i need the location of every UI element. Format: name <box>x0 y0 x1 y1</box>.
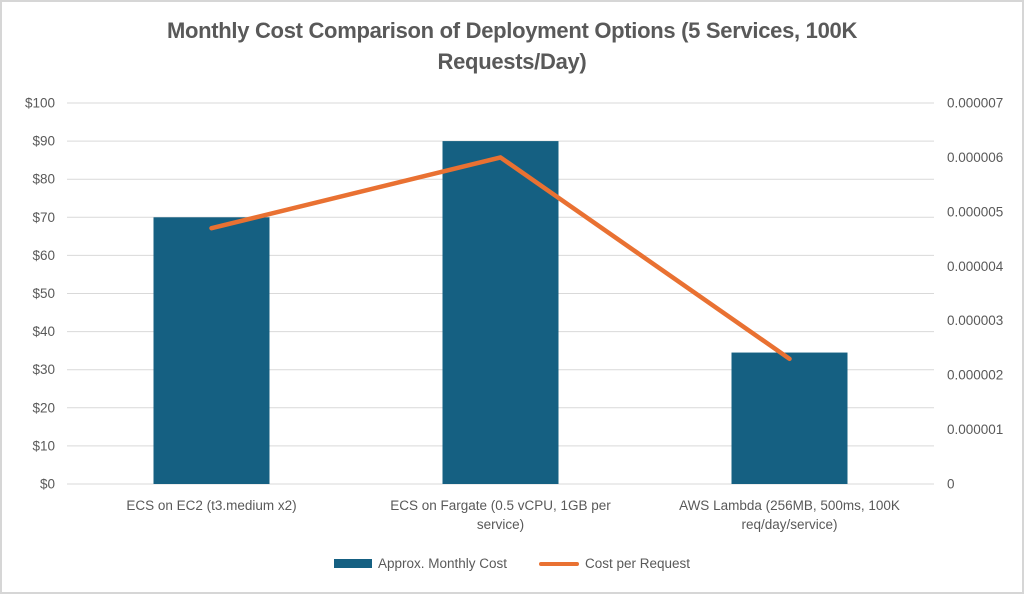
left-axis-tick-label: $40 <box>32 324 55 339</box>
left-axis-tick-label: $20 <box>32 400 55 415</box>
legend-item-monthly-cost: Approx. Monthly Cost <box>333 556 507 571</box>
chart-title: Monthly Cost Comparison of Deployment Op… <box>166 18 858 74</box>
left-axis-tick-label: $50 <box>32 286 55 301</box>
bar-1 <box>442 141 559 484</box>
right-axis-tick-label: 0 <box>947 477 955 492</box>
legend: Approx. Monthly Cost Cost per Request <box>2 556 1022 571</box>
legend-bar-swatch <box>333 559 372 568</box>
right-axis-tick-label: 0.000007 <box>947 96 1003 111</box>
left-axis-tick-label: $30 <box>32 362 55 377</box>
left-axis-tick-label: $60 <box>32 248 55 263</box>
cost-per-request-line <box>209 155 792 362</box>
bar-0 <box>153 217 270 485</box>
legend-label-cost-per-request: Cost per Request <box>585 556 691 571</box>
left-axis-tick-label: $80 <box>32 172 55 187</box>
left-axis-tick-label: $10 <box>32 438 55 453</box>
right-axis-tick-label: 0.000005 <box>947 204 1003 219</box>
x-axis-category-label-0: ECS on EC2 (t3.medium x2) <box>126 498 297 513</box>
bar-2 <box>731 352 848 484</box>
legend-label-monthly-cost: Approx. Monthly Cost <box>377 556 507 571</box>
right-axis-tick-label: 0.000001 <box>947 422 1003 437</box>
legend-line-swatch <box>539 561 579 566</box>
left-axis-tick-label: $90 <box>32 134 55 149</box>
right-axis-tick-label: 0.000003 <box>947 313 1003 328</box>
right-axis-tick-label: 0.000004 <box>947 259 1004 274</box>
legend-item-cost-per-request: Cost per Request <box>539 556 690 571</box>
left-axis-tick-label: $70 <box>32 210 55 225</box>
x-axis-category-label-1: ECS on Fargate (0.5 vCPU, 1GB per servic… <box>390 498 611 532</box>
left-axis-tick-label: $100 <box>25 96 55 111</box>
right-axis-tick-label: 0.000006 <box>947 150 1003 165</box>
right-axis-tick-label: 0.000002 <box>947 368 1003 383</box>
chart-title-wrap: Monthly Cost Comparison of Deployment Op… <box>2 15 1022 77</box>
left-axis-tick-label: $0 <box>40 477 55 492</box>
x-axis-category-label-2: AWS Lambda (256MB, 500ms, 100K req/day/s… <box>679 498 900 532</box>
